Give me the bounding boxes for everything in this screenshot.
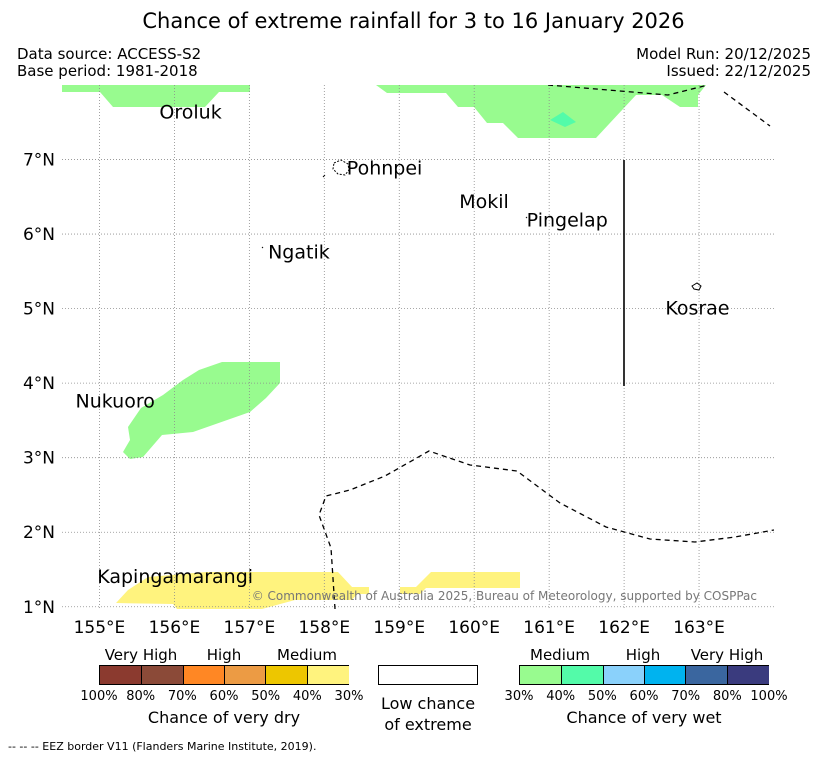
longitude-tick-label: 163°E [673, 618, 725, 638]
island-outlines [98, 159, 702, 399]
colorbar-cell [520, 666, 562, 684]
colorbar-percent-label: 60% [629, 689, 659, 704]
longitude-tick-label: 160°E [448, 618, 500, 638]
latitude-tick-label: 2°N [23, 523, 55, 543]
colorbar-cell [224, 666, 267, 684]
pohnpei-island [332, 159, 350, 176]
longitude-tick-label: 161°E [523, 618, 575, 638]
islet-mark [525, 216, 528, 219]
colorbar-cell [644, 666, 687, 684]
colorbar-cell [685, 666, 729, 684]
wet-category-very-high: Very High [690, 646, 764, 664]
low-chance-title-line1: Low chance [380, 694, 476, 713]
longitude-tick-label: 155°E [74, 618, 126, 638]
place-label-pohnpei: Pohnpei [347, 157, 423, 179]
colorbar-percent-label: 70% [167, 689, 197, 704]
place-label-kosrae: Kosrae [665, 298, 729, 320]
low-chance-swatch [378, 665, 478, 685]
colorbar-cell [602, 666, 646, 684]
wet-colorbar [519, 665, 770, 685]
longitude-tick-label: 157°E [224, 618, 276, 638]
longitude-tick-labels: 155°E 156°E 157°E 158°E 159°E 160°E 161°E 162°E… [74, 618, 725, 638]
colorbar-cell [100, 666, 142, 684]
place-label-ngatik: Ngatik [268, 242, 330, 264]
dry-legend-title: Chance of very dry [147, 708, 301, 727]
wet-medium-region [123, 362, 280, 459]
map-svg: Oroluk Pohnpei Mokil Pingelap Ngatik Kosrae Nu… [23, 85, 774, 638]
latitude-tick-label: 5°N [23, 300, 55, 320]
probability-shading [62, 85, 706, 609]
colorbar-cell [306, 666, 350, 684]
dry-category-high: High [206, 646, 242, 664]
wet-category-medium: Medium [530, 646, 590, 664]
islet-mark [261, 246, 264, 249]
colorbar-percent-label: 60% [209, 689, 239, 704]
wet-medium-region [376, 85, 706, 138]
model-run-label: Model Run: 20/12/2025 [636, 45, 811, 63]
colorbar-cell [561, 666, 605, 684]
colorbar-percent-label: 30% [334, 689, 364, 704]
issued-label: Issued: 22/12/2025 [666, 62, 811, 80]
place-label-nukuoro: Nukuoro [75, 391, 154, 413]
kosrae-island [691, 282, 702, 291]
place-label-kapingamarangi: Kapingamarangi [97, 566, 253, 588]
colorbar-percent-label: 80% [712, 689, 742, 704]
wet-medium-high-region [550, 112, 576, 127]
wet-category-high: High [625, 646, 661, 664]
colorbar-cell [141, 666, 185, 684]
islet-mark [322, 174, 326, 178]
colorbar-percent-label: 40% [292, 689, 322, 704]
dry-medium-region [116, 572, 369, 609]
eez-border-line [547, 85, 709, 96]
dry-colorbar [99, 665, 350, 685]
colorbar-percent-label: 50% [587, 689, 617, 704]
latitude-tick-label: 1°N [23, 598, 55, 618]
wet-legend-title: Chance of very wet [566, 708, 722, 727]
latitude-tick-label: 6°N [23, 225, 55, 245]
latitude-tick-labels: 1°N 2°N 3°N 4°N 5°N 6°N 7°N [23, 151, 55, 618]
low-chance-title-line2: of extreme [384, 715, 472, 734]
eez-footnote: -- -- -- EEZ border V11 (Flanders Marine… [8, 740, 317, 753]
colorbar-percent-label: 100% [80, 689, 118, 704]
place-label-mokil: Mokil [459, 191, 509, 213]
colorbar-percent-label: 70% [671, 689, 701, 704]
latitude-tick-label: 3°N [23, 449, 55, 469]
colorbar-cell [182, 666, 226, 684]
latitude-tick-label: 4°N [23, 374, 55, 394]
latitude-tick-label: 7°N [23, 151, 55, 171]
dry-category-very-high: Very High [104, 646, 178, 664]
data-source-label: Data source: ACCESS-S2 [17, 45, 202, 63]
eez-border-line [723, 91, 771, 127]
longitude-tick-label: 158°E [298, 618, 350, 638]
place-label-pingelap: Pingelap [527, 210, 608, 232]
longitude-tick-label: 159°E [373, 618, 425, 638]
dry-category-medium: Medium [277, 646, 337, 664]
copyright-notice: © Commonwealth of Australia 2025, Bureau… [252, 589, 757, 603]
longitude-tick-label: 156°E [149, 618, 201, 638]
base-period-label: Base period: 1981-2018 [17, 62, 198, 80]
chart-title: Chance of extreme rainfall for 3 to 16 J… [142, 9, 685, 33]
colorbar-percent-label: 40% [546, 689, 576, 704]
eez-border-line [318, 450, 774, 609]
colorbar-percent-label: 100% [750, 689, 788, 704]
place-label-oroluk: Oroluk [159, 102, 221, 124]
colorbar-percent-label: 50% [251, 689, 281, 704]
colorbar-percent-label: 30% [504, 689, 534, 704]
wet-medium-region [62, 85, 250, 107]
longitude-tick-label: 162°E [598, 618, 650, 638]
colorbar-cell [726, 666, 770, 684]
eez-borders [318, 85, 774, 609]
colorbar-percent-label: 80% [126, 689, 156, 704]
colorbar-cell [265, 666, 309, 684]
place-labels: Oroluk Pohnpei Mokil Pingelap Ngatik Kosrae Nu… [75, 102, 729, 588]
dry-medium-region [400, 572, 520, 594]
